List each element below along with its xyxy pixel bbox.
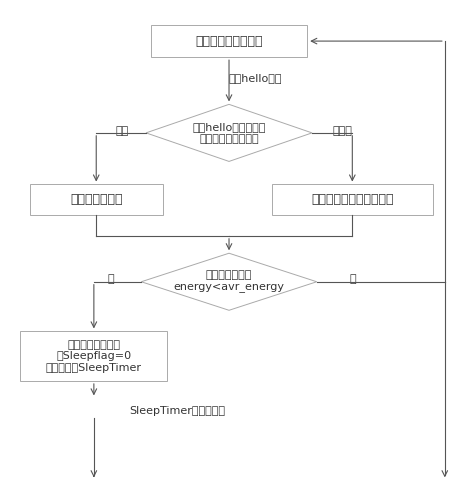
Text: 将新邻居插入到邻居表中: 将新邻居插入到邻居表中 <box>310 194 393 207</box>
Polygon shape <box>141 253 316 310</box>
Text: 不存在: 不存在 <box>332 126 352 136</box>
Text: 处于工作状态的节点: 处于工作状态的节点 <box>195 34 262 47</box>
Text: 存在: 存在 <box>116 126 129 136</box>
FancyBboxPatch shape <box>271 185 432 215</box>
Text: 是否满足不等式
energy<avr_energy: 是否满足不等式 energy<avr_energy <box>173 270 284 293</box>
FancyBboxPatch shape <box>20 331 167 381</box>
Polygon shape <box>146 104 311 161</box>
Text: 否: 否 <box>348 274 355 284</box>
Text: SleepTimer计时器溢出: SleepTimer计时器溢出 <box>129 406 224 416</box>
Text: 收到hello报文: 收到hello报文 <box>228 73 281 83</box>
Text: 是: 是 <box>107 274 114 284</box>
FancyBboxPatch shape <box>150 25 307 57</box>
Text: 发送hello报文的节点
是否存在于邻居表中: 发送hello报文的节点 是否存在于邻居表中 <box>192 122 265 144</box>
Text: 节点进入休眠状态
置Sleepflag=0
开启计时器SleepTimer: 节点进入休眠状态 置Sleepflag=0 开启计时器SleepTimer <box>46 340 141 373</box>
FancyBboxPatch shape <box>30 185 162 215</box>
Text: 更新邻居表信息: 更新邻居表信息 <box>70 194 122 207</box>
